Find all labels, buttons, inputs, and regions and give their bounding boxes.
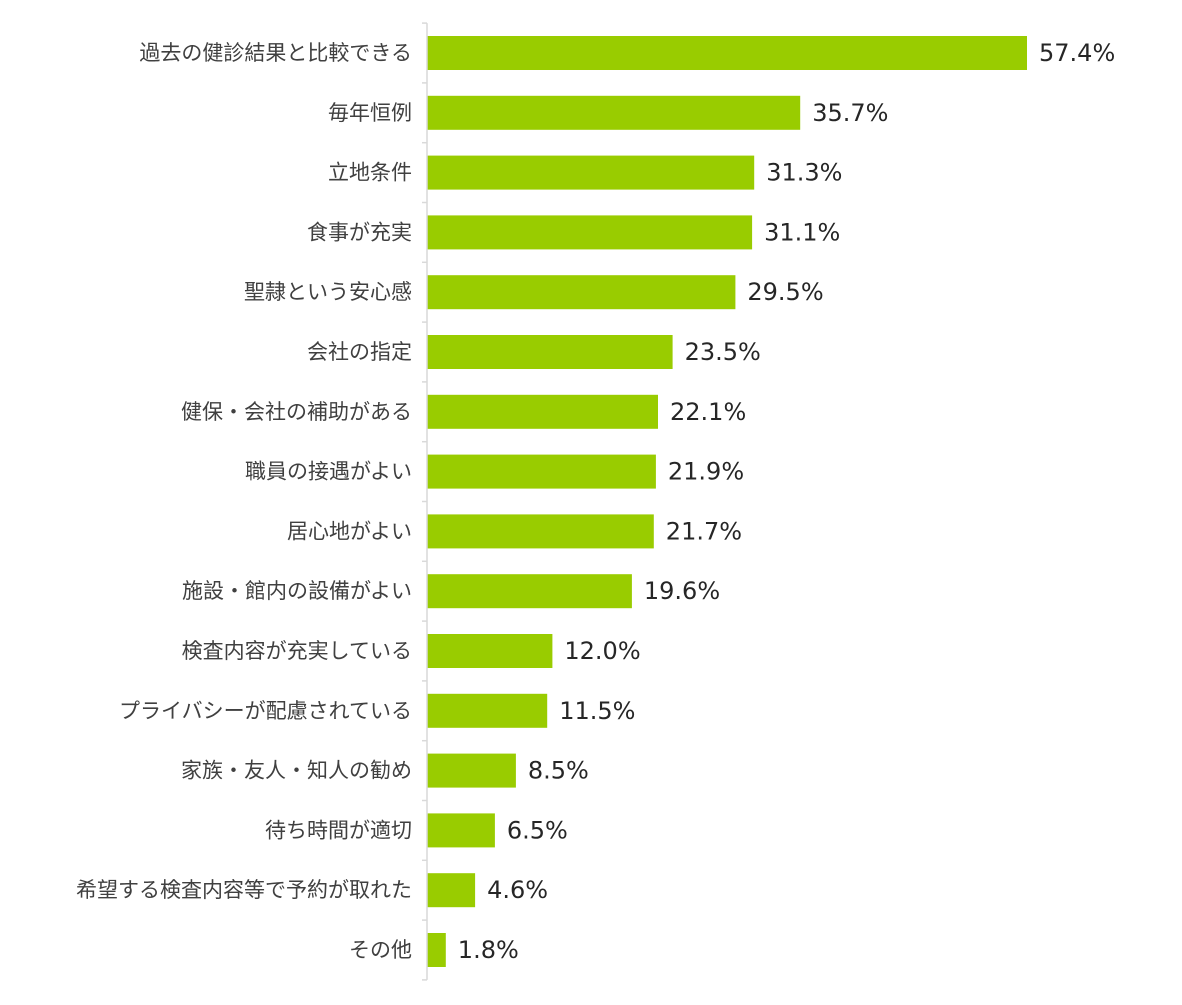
data-label: 21.9%: [668, 458, 744, 486]
bar-1: [427, 36, 1027, 70]
data-label: 8.5%: [528, 757, 589, 785]
category-label: 食事が充実: [307, 220, 412, 244]
data-label: 21.7%: [666, 517, 742, 545]
bar-4: [427, 215, 753, 250]
bar-14: [427, 813, 495, 848]
bar-8: [427, 454, 656, 489]
category-label: 居心地がよい: [287, 519, 412, 543]
category-label: 立地条件: [328, 161, 412, 185]
data-label: 22.1%: [670, 398, 746, 426]
data-label: 29.5%: [747, 278, 823, 306]
category-label: 聖隷という安心感: [244, 280, 412, 304]
category-label: 過去の健診結果と比較できる: [139, 41, 412, 65]
category-label: プライバシーが配慮されている: [119, 699, 412, 723]
data-label: 23.5%: [685, 338, 761, 366]
category-label: 施設・館内の設備がよい: [182, 579, 412, 603]
category-labels-layer: 過去の健診結果と比較できる毎年恒例立地条件食事が充実聖隷という安心感会社の指定健…: [76, 41, 412, 962]
data-label: 6.5%: [507, 816, 568, 844]
bar-3: [427, 155, 755, 190]
bar-5: [427, 275, 736, 310]
bar-6: [427, 335, 673, 369]
data-label: 1.8%: [458, 936, 519, 964]
bar-9: [427, 514, 654, 549]
bars-layer: [427, 36, 1027, 967]
data-label: 4.6%: [487, 876, 548, 904]
data-label: 12.0%: [564, 637, 640, 665]
category-label: 職員の接遇がよい: [245, 460, 412, 484]
category-label: 健保・会社の補助がある: [181, 400, 412, 424]
bar-10: [427, 574, 632, 609]
data-label: 35.7%: [812, 99, 888, 127]
data-label: 19.6%: [644, 577, 720, 605]
bar-16: [427, 933, 446, 967]
category-label: 希望する検査内容等で予約が取れた: [76, 878, 412, 902]
category-label: その他: [349, 938, 412, 962]
bar-7: [427, 394, 658, 429]
category-label: 待ち時間が適切: [265, 818, 412, 842]
category-label: 毎年恒例: [328, 101, 412, 125]
bar-11: [427, 634, 553, 668]
bar-12: [427, 693, 548, 728]
data-label: 31.3%: [766, 159, 842, 187]
data-label: 57.4%: [1039, 39, 1115, 67]
data-label: 11.5%: [559, 697, 635, 725]
bar-15: [427, 873, 476, 908]
category-label: 検査内容が充実している: [182, 639, 412, 663]
category-label: 家族・友人・知人の勧め: [181, 759, 412, 783]
value-labels-layer: 57.4% 35.7% 31.3% 31.1% 29.5% 23.5% 22.1% 21.9%…: [458, 39, 1115, 964]
data-label: 31.1%: [764, 218, 840, 246]
axis-layer: [422, 22, 428, 981]
bar-13: [427, 753, 516, 788]
category-label: 会社の指定: [307, 340, 412, 364]
bar-2: [427, 95, 801, 130]
